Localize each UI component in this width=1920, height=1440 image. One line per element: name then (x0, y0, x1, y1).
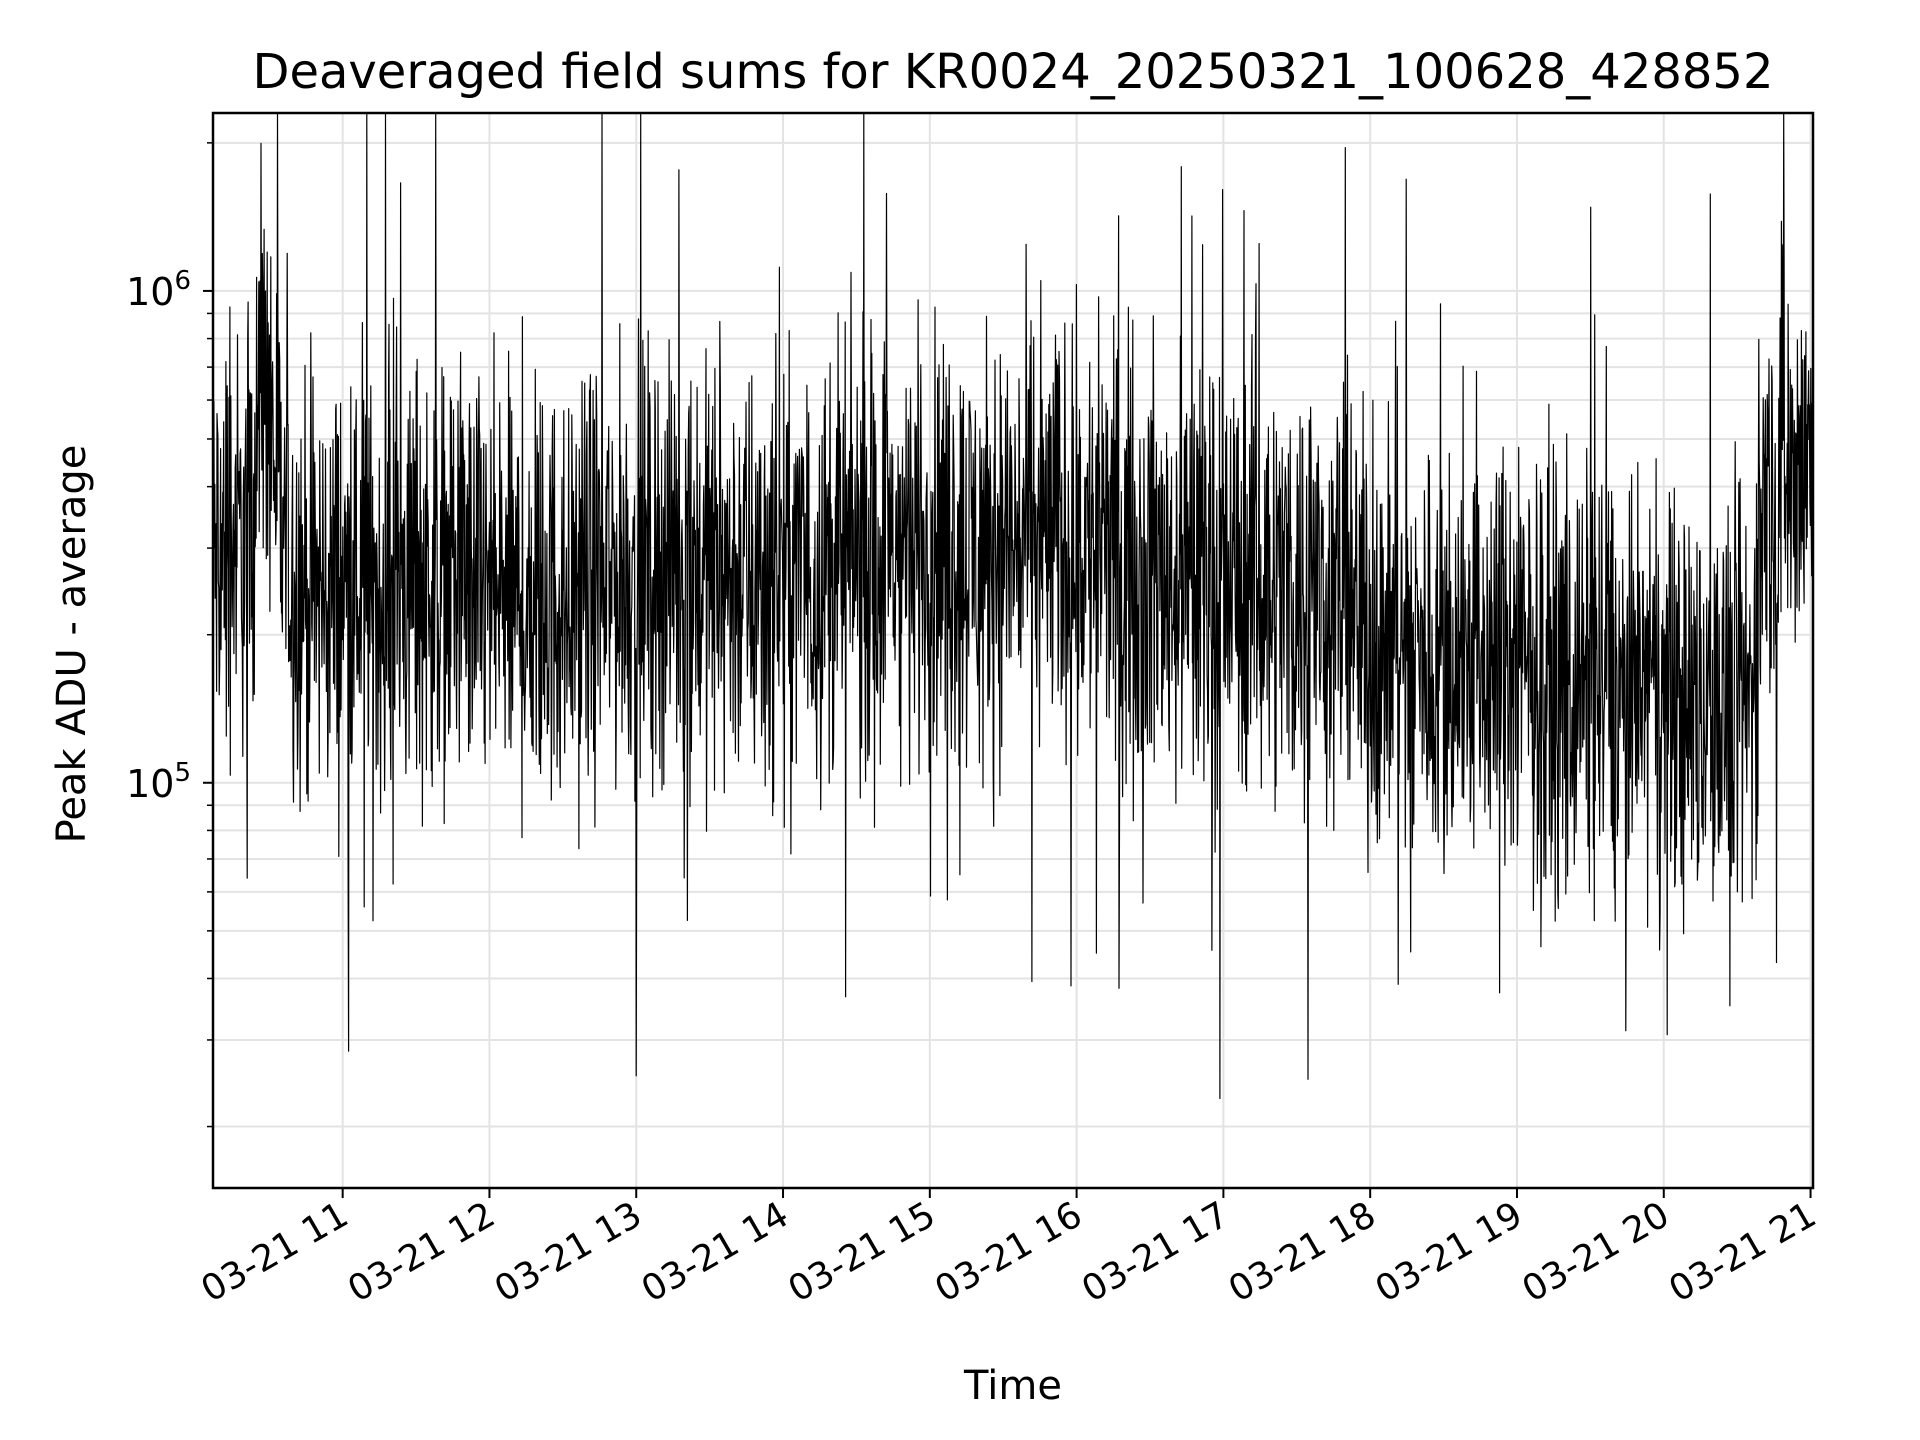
x-tick-label: 03-21 18 (1222, 1194, 1383, 1310)
y-tick-label: 106 (126, 266, 191, 314)
x-tick-label: 03-21 14 (635, 1194, 796, 1310)
x-tick-label: 03-21 15 (782, 1194, 943, 1310)
x-tick-label: 03-21 17 (1075, 1194, 1236, 1310)
plot-frame (211, 111, 1815, 1190)
x-tick-label: 03-21 13 (488, 1194, 649, 1310)
series-line (212, 112, 1814, 1100)
x-tick-label: 03-21 19 (1369, 1194, 1530, 1310)
x-tick-label: 03-21 20 (1516, 1194, 1677, 1310)
x-tick-label: 03-21 16 (928, 1194, 1089, 1310)
y-axis-label: Peak ADU - average (49, 444, 95, 844)
y-tick-label: 105 (126, 758, 191, 806)
x-axis-label: Time (964, 1363, 1062, 1409)
x-tick-label: 03-21 21 (1662, 1194, 1823, 1310)
chart-title: Deaveraged field sums for KR0024_2025032… (252, 44, 1774, 100)
x-tick-label: 03-21 12 (341, 1194, 502, 1310)
x-tick-label: 03-21 11 (194, 1194, 355, 1310)
